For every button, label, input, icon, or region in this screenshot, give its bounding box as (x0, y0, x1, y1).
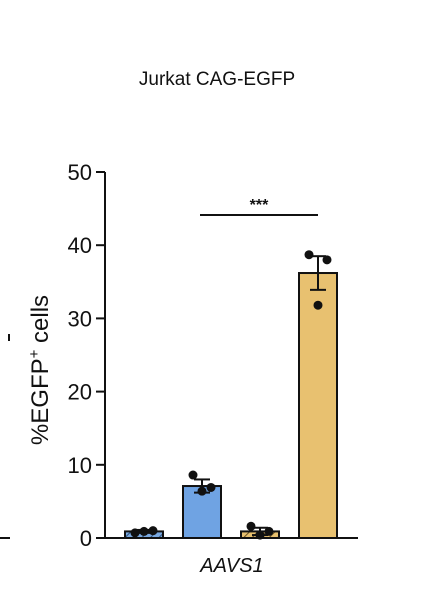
data-point (246, 521, 256, 531)
y-tick-label: 50 (68, 160, 92, 185)
y-tick-label: 40 (68, 233, 92, 258)
data-point (322, 255, 332, 265)
x-axis-category-label: AAVS1 (199, 555, 263, 577)
y-axis-label-suffix: cells (27, 295, 54, 350)
y-tick-label: 30 (68, 306, 92, 331)
data-point (206, 482, 216, 492)
data-points-group (130, 250, 332, 540)
data-point (255, 530, 265, 540)
bar (298, 272, 338, 539)
y-axis-label-superscript: + (26, 349, 43, 358)
chart-title: Jurkat CAG-EGFP (139, 69, 295, 90)
data-point (148, 526, 158, 536)
y-axis-label: %EGFP+ cells (26, 295, 54, 445)
data-point (139, 526, 149, 536)
y-tick-label: 0 (80, 526, 92, 551)
error-bars-group (136, 255, 326, 537)
data-point (197, 486, 207, 496)
bars-group (124, 272, 338, 540)
y-axis-ticks: 0 10 20 30 40 50 (68, 160, 105, 551)
data-point (188, 470, 198, 480)
data-point (130, 528, 140, 538)
significance-label: *** (250, 197, 269, 214)
data-point (313, 300, 323, 310)
data-point (304, 250, 314, 260)
y-axis-label-main: %EGFP (27, 358, 54, 445)
y-tick-label: 20 (68, 380, 92, 405)
y-tick-label: 10 (68, 453, 92, 478)
data-point (264, 526, 274, 536)
